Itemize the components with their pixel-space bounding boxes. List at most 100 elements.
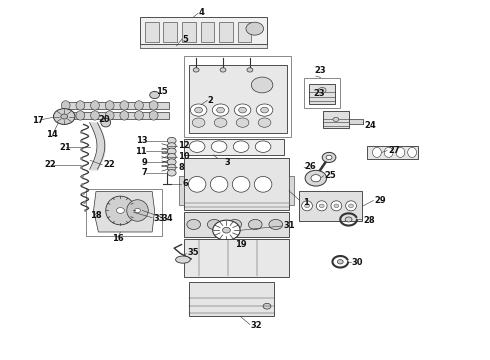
Ellipse shape xyxy=(167,164,176,171)
Text: 28: 28 xyxy=(363,216,375,225)
Bar xyxy=(304,78,340,108)
Text: 9: 9 xyxy=(142,158,147,167)
Ellipse shape xyxy=(76,101,85,110)
Ellipse shape xyxy=(91,101,99,110)
Ellipse shape xyxy=(193,68,199,72)
Bar xyxy=(182,22,196,42)
Ellipse shape xyxy=(106,196,135,225)
Bar xyxy=(200,22,214,42)
Ellipse shape xyxy=(396,147,405,157)
Ellipse shape xyxy=(345,201,356,211)
Ellipse shape xyxy=(76,111,85,120)
Polygon shape xyxy=(94,192,155,232)
Ellipse shape xyxy=(214,118,227,127)
Bar xyxy=(163,22,177,42)
Bar xyxy=(179,176,184,205)
Polygon shape xyxy=(140,17,267,44)
Ellipse shape xyxy=(261,107,269,113)
Ellipse shape xyxy=(348,204,353,208)
Ellipse shape xyxy=(305,204,310,208)
Ellipse shape xyxy=(135,101,144,110)
Ellipse shape xyxy=(384,147,393,157)
Text: 21: 21 xyxy=(59,143,71,152)
Ellipse shape xyxy=(167,143,176,149)
Text: 11: 11 xyxy=(136,147,147,156)
Bar xyxy=(140,44,267,48)
Bar xyxy=(238,22,251,42)
Bar xyxy=(323,111,348,128)
Bar xyxy=(189,282,274,316)
Text: 22: 22 xyxy=(103,161,115,170)
Ellipse shape xyxy=(305,170,327,186)
Ellipse shape xyxy=(117,208,124,213)
Bar xyxy=(184,239,289,277)
Ellipse shape xyxy=(254,176,272,192)
Ellipse shape xyxy=(167,137,176,144)
Bar xyxy=(289,176,294,205)
Text: 31: 31 xyxy=(283,221,295,230)
Text: 18: 18 xyxy=(90,211,102,220)
Ellipse shape xyxy=(61,111,70,120)
Ellipse shape xyxy=(167,153,176,160)
Ellipse shape xyxy=(255,141,271,152)
Ellipse shape xyxy=(326,155,332,159)
Ellipse shape xyxy=(228,220,242,229)
Text: 35: 35 xyxy=(187,248,199,257)
Ellipse shape xyxy=(234,104,251,116)
Text: 15: 15 xyxy=(156,86,168,95)
Ellipse shape xyxy=(167,148,176,154)
Ellipse shape xyxy=(210,176,228,192)
Text: 16: 16 xyxy=(112,234,124,243)
Ellipse shape xyxy=(135,208,141,213)
Ellipse shape xyxy=(372,147,381,157)
Ellipse shape xyxy=(212,104,229,116)
Ellipse shape xyxy=(233,141,249,152)
Text: 27: 27 xyxy=(388,147,400,156)
Text: 4: 4 xyxy=(198,8,204,17)
Ellipse shape xyxy=(269,220,283,229)
Text: 12: 12 xyxy=(178,141,190,150)
Text: 20: 20 xyxy=(98,115,110,124)
Text: 1: 1 xyxy=(303,198,309,207)
Text: 3: 3 xyxy=(224,158,230,167)
Ellipse shape xyxy=(120,111,129,120)
Ellipse shape xyxy=(317,201,327,211)
Ellipse shape xyxy=(195,107,202,113)
Ellipse shape xyxy=(189,141,205,152)
Ellipse shape xyxy=(256,104,273,116)
Ellipse shape xyxy=(345,217,352,222)
Ellipse shape xyxy=(190,104,207,116)
Ellipse shape xyxy=(258,118,271,127)
Text: 8: 8 xyxy=(178,163,184,172)
Ellipse shape xyxy=(302,201,313,211)
Ellipse shape xyxy=(187,220,200,229)
Ellipse shape xyxy=(61,114,68,119)
Ellipse shape xyxy=(217,107,224,113)
Text: 2: 2 xyxy=(208,96,214,105)
Ellipse shape xyxy=(311,175,321,182)
Text: 14: 14 xyxy=(46,130,58,139)
Ellipse shape xyxy=(207,220,221,229)
Bar xyxy=(145,22,159,42)
Ellipse shape xyxy=(101,118,111,127)
Ellipse shape xyxy=(248,220,262,229)
Bar xyxy=(184,139,284,155)
Ellipse shape xyxy=(239,107,246,113)
Text: 22: 22 xyxy=(45,161,56,170)
Ellipse shape xyxy=(91,111,99,120)
Ellipse shape xyxy=(188,176,206,192)
Text: 24: 24 xyxy=(365,121,376,130)
Ellipse shape xyxy=(331,201,342,211)
Ellipse shape xyxy=(333,117,339,122)
Ellipse shape xyxy=(192,118,205,127)
Text: 34: 34 xyxy=(162,214,173,223)
Bar xyxy=(310,84,335,104)
Ellipse shape xyxy=(167,159,176,165)
Ellipse shape xyxy=(318,87,326,93)
Text: 29: 29 xyxy=(374,196,386,205)
Bar xyxy=(184,212,289,237)
Ellipse shape xyxy=(337,260,343,264)
Ellipse shape xyxy=(149,101,158,110)
Text: 10: 10 xyxy=(178,152,190,161)
Text: 13: 13 xyxy=(136,136,147,145)
